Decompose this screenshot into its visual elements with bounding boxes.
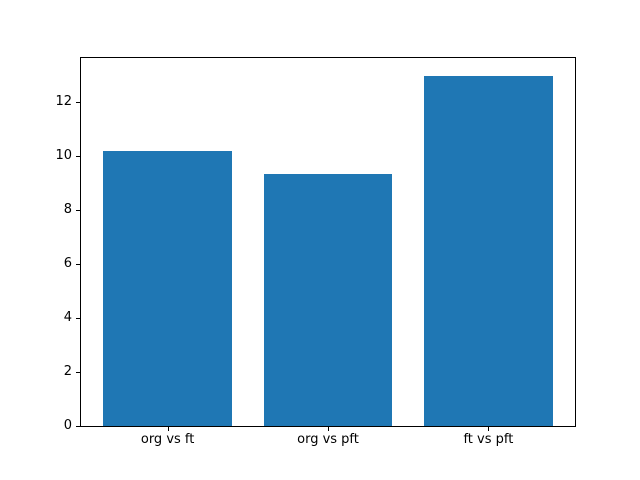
y-tick-label: 4 [63, 310, 72, 326]
y-tick-mark [76, 426, 80, 427]
y-tick-mark [76, 264, 80, 266]
plot-area: 0 2 4 6 8 10 12 org vs ft org vs pft ft vs pft [55, 57, 576, 447]
y-tick-mark [76, 372, 80, 374]
x-tick-label: org vs pft [297, 432, 359, 447]
y-tick-label: 10 [55, 148, 72, 164]
bar-org-vs-ft [103, 151, 232, 426]
x-tick-mark [167, 427, 169, 431]
x-tick-label: org vs ft [140, 432, 195, 447]
y-tick-label: 8 [63, 202, 72, 218]
x-tick-mark [488, 427, 490, 431]
y-tick-mark [76, 210, 80, 212]
y-tick-label: 2 [63, 364, 72, 380]
y-tick-mark [76, 102, 80, 104]
bar-ft-vs-pft [424, 75, 553, 426]
y-tick-label: 0 [63, 418, 72, 433]
y-tick-mark [76, 318, 80, 320]
y-tick-label: 12 [55, 94, 72, 110]
y-tick-mark [76, 156, 80, 158]
x-tick-label: ft vs pft [463, 432, 514, 447]
bar-org-vs-pft [263, 173, 393, 426]
y-tick-label: 6 [63, 256, 72, 272]
x-tick-mark [328, 427, 329, 431]
